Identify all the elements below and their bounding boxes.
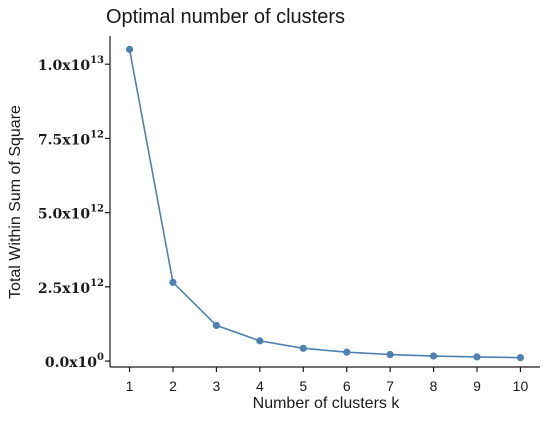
y-tick-label: 5.0x1012 bbox=[38, 204, 104, 223]
x-tick-label: 8 bbox=[430, 378, 438, 394]
data-point bbox=[299, 344, 307, 352]
chart-title: Optimal number of clusters bbox=[106, 6, 345, 28]
data-point bbox=[343, 348, 351, 356]
data-point bbox=[429, 352, 438, 360]
data-point bbox=[386, 350, 394, 359]
data-point bbox=[473, 353, 481, 361]
x-tick-label: 2 bbox=[169, 378, 177, 394]
x-tick-label: 4 bbox=[256, 378, 264, 394]
x-tick-label: 5 bbox=[299, 378, 307, 394]
y-tick-label: 7.5x1012 bbox=[38, 129, 104, 148]
x-tick-label: 1 bbox=[126, 378, 134, 394]
y-tick-label: 2.5x1012 bbox=[38, 278, 104, 297]
x-axis-title: Number of clusters k bbox=[253, 395, 401, 412]
data-point bbox=[169, 278, 177, 286]
x-tick-label: 7 bbox=[386, 378, 394, 394]
plot-area: 1 2 3 4 5 6 7 8 9 10 0.0x100 2.5x1012 5.0x1012 7.5x10… bbox=[38, 36, 540, 394]
data-point bbox=[125, 45, 134, 53]
data-point bbox=[212, 321, 221, 330]
data-point bbox=[256, 337, 264, 345]
y-tick-label: 0.0x100 bbox=[45, 352, 104, 371]
series-line bbox=[128, 49, 521, 359]
y-tick-label: 1.0x1013 bbox=[38, 55, 104, 74]
x-tick-label: 3 bbox=[213, 378, 221, 394]
x-tick-label: 6 bbox=[343, 378, 351, 394]
x-tick-label: 9 bbox=[473, 378, 481, 394]
data-point bbox=[516, 354, 525, 362]
y-axis-title: Total Within Sum of Square bbox=[7, 105, 24, 299]
x-tick-label: 10 bbox=[513, 378, 529, 394]
